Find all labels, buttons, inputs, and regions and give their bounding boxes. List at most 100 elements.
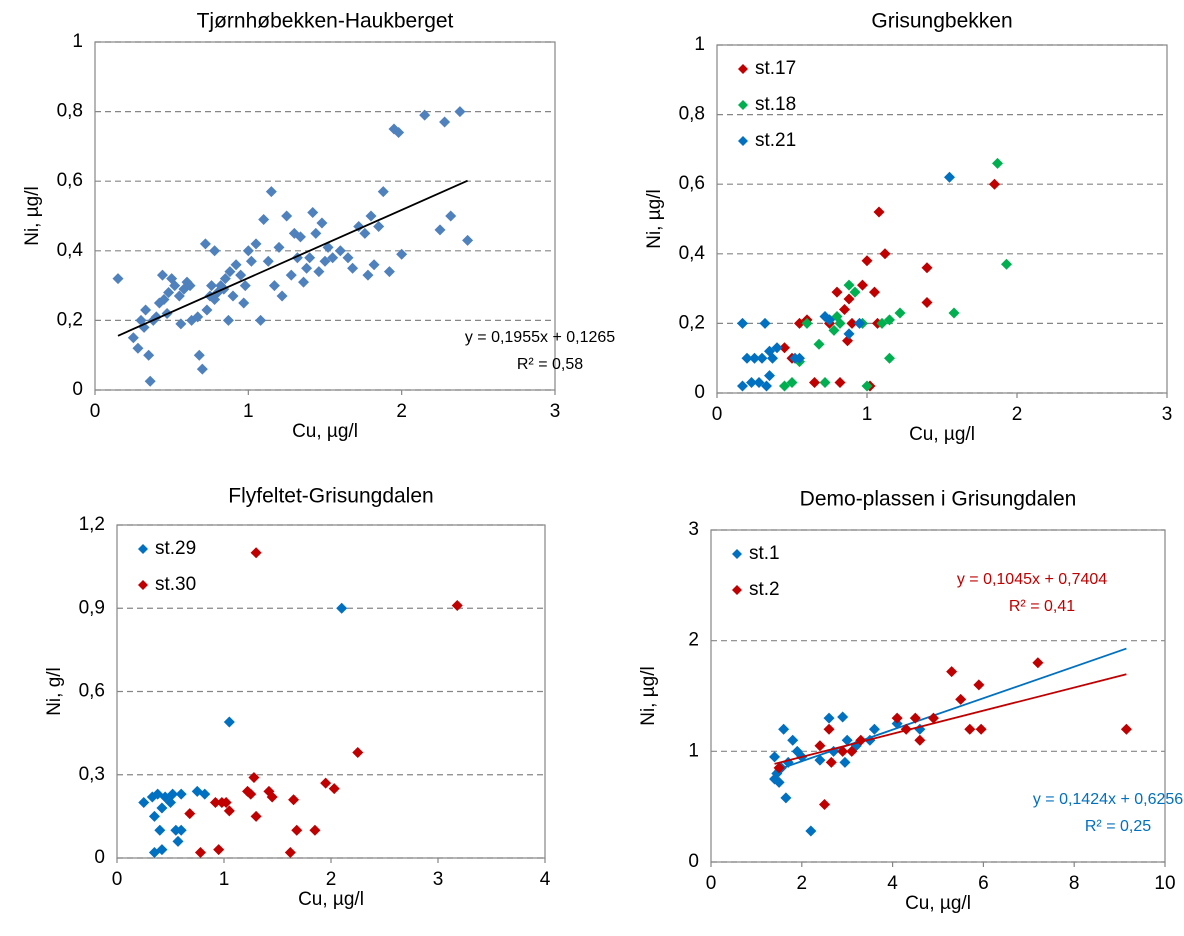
data-point	[927, 712, 939, 724]
data-point	[258, 213, 270, 225]
y-tick-label: 0,4	[679, 243, 706, 264]
x-tick-label: 0	[706, 873, 717, 894]
data-point	[199, 238, 211, 250]
data-point	[1032, 657, 1044, 669]
data-point	[245, 255, 257, 267]
data-point	[973, 679, 985, 691]
data-point	[884, 314, 895, 326]
data-point	[138, 797, 150, 808]
legend-label: st.1	[749, 543, 780, 564]
data-point	[273, 241, 285, 253]
legend-label: st.18	[755, 94, 796, 115]
x-tick-label: 6	[978, 873, 989, 894]
data-point	[831, 286, 843, 298]
data-point	[276, 290, 288, 302]
plot-frame	[716, 44, 1168, 394]
data-point	[843, 328, 855, 340]
data-point	[239, 280, 251, 292]
data-point	[154, 824, 166, 836]
data-point	[250, 238, 262, 250]
data-point	[823, 723, 835, 735]
data-point	[393, 126, 405, 138]
data-point	[223, 716, 235, 728]
data-point	[823, 712, 835, 724]
data-point	[184, 280, 196, 292]
x-tick-label: 3	[433, 869, 444, 890]
data-point	[1001, 258, 1012, 270]
chart-title: Grisungbekken	[871, 10, 1012, 33]
y-tick-label: 0,8	[679, 104, 705, 125]
legend-label: st.2	[749, 579, 780, 600]
data-point	[235, 269, 247, 281]
data-point	[843, 293, 855, 305]
data-point	[288, 794, 300, 806]
data-point	[224, 266, 236, 278]
y-tick-label: 0	[688, 851, 699, 872]
legend-marker	[138, 544, 148, 554]
trendline	[774, 673, 1127, 765]
data-point	[248, 772, 260, 784]
data-point	[143, 349, 155, 361]
data-point	[336, 602, 348, 614]
data-point	[462, 234, 474, 246]
x-tick-label: 2	[797, 873, 808, 894]
data-point	[749, 352, 760, 364]
data-point	[861, 255, 873, 267]
data-point	[879, 248, 891, 260]
y-tick-label: 1,2	[79, 514, 105, 535]
data-point	[127, 332, 139, 344]
data-point	[921, 297, 933, 309]
data-point	[250, 547, 262, 559]
data-point	[1120, 723, 1132, 735]
y-axis-label: Ni, g/l	[44, 667, 65, 716]
data-point	[304, 252, 316, 264]
data-point	[175, 788, 187, 800]
data-point	[342, 252, 354, 264]
y-tick-label: 0,8	[57, 101, 83, 122]
x-tick-label: 1	[219, 869, 230, 890]
data-point	[756, 352, 768, 364]
data-point	[285, 269, 297, 281]
legend-marker	[738, 100, 748, 110]
data-point	[849, 286, 861, 298]
y-axis-label: Ni, µg/l	[22, 186, 43, 246]
data-point	[861, 380, 873, 392]
data-point	[194, 846, 206, 858]
x-tick-label: 8	[1069, 873, 1080, 894]
data-point	[834, 317, 846, 329]
data-point	[814, 740, 826, 752]
data-point	[158, 294, 170, 306]
data-point	[352, 747, 364, 759]
data-point	[220, 797, 232, 808]
data-point	[992, 157, 1003, 169]
data-point	[445, 210, 457, 222]
data-point	[914, 734, 926, 746]
data-point	[255, 314, 267, 326]
data-point	[975, 723, 987, 735]
data-point	[334, 245, 346, 257]
data-point	[310, 227, 322, 239]
data-point	[268, 280, 280, 292]
data-point	[921, 262, 933, 274]
trendline-r2: R² = 0,58	[517, 356, 583, 373]
trendline-r2: R² = 0,41	[1009, 598, 1075, 615]
data-point	[837, 745, 849, 757]
data-point	[373, 220, 385, 232]
data-point	[201, 304, 213, 316]
data-point	[891, 712, 903, 724]
data-point	[223, 805, 235, 817]
data-point	[365, 210, 377, 222]
data-point	[764, 370, 775, 382]
data-point	[769, 751, 781, 763]
x-axis-label: Cu, µg/l	[909, 424, 975, 445]
y-tick-label: 1	[694, 34, 705, 55]
data-point	[359, 227, 371, 239]
y-tick-label: 0	[94, 847, 105, 868]
data-point	[219, 273, 231, 285]
x-tick-label: 2	[1012, 404, 1023, 425]
x-tick-label: 0	[90, 401, 101, 422]
x-axis-label: Cu, µg/l	[292, 421, 358, 442]
data-point	[291, 824, 303, 836]
y-tick-label: 1	[688, 740, 699, 761]
data-point	[794, 352, 805, 364]
